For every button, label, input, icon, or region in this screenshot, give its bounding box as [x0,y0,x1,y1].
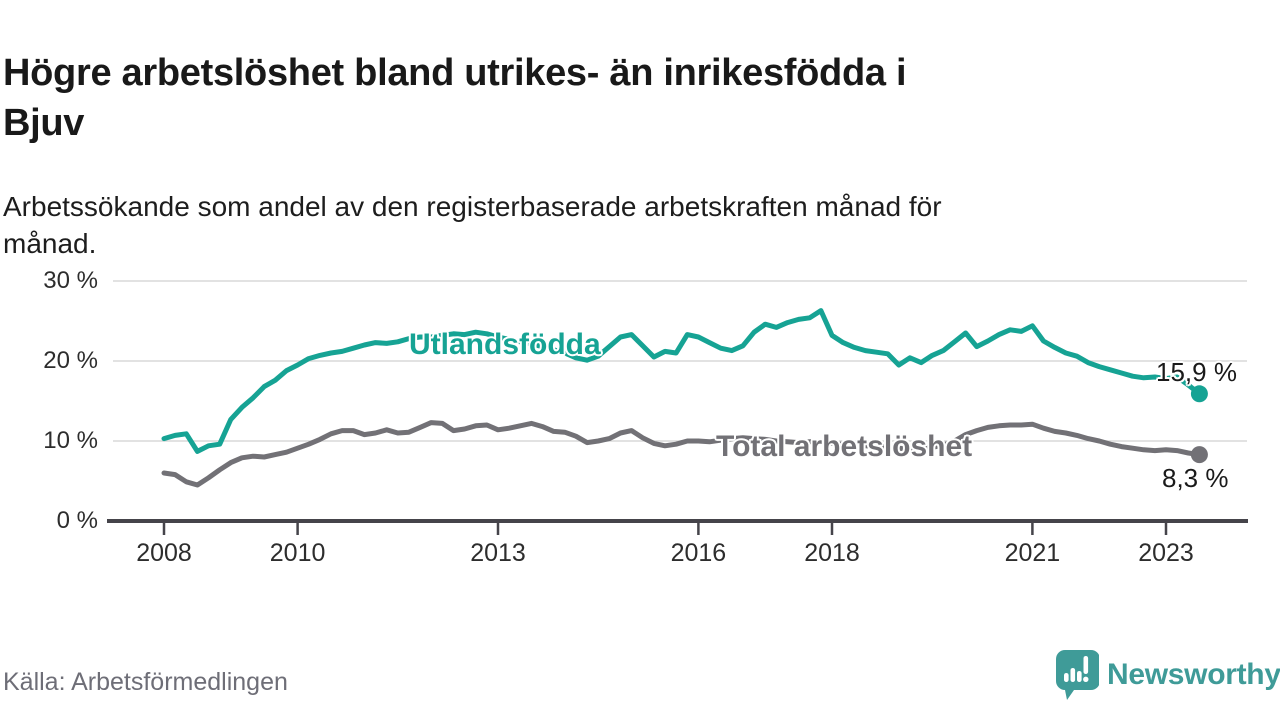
x-tick-label: 2023 [1138,539,1194,567]
subtitle-line-1: Arbetssökande som andel av den registerb… [3,191,942,222]
title-line-1: Högre arbetslöshet bland utrikes- än inr… [3,52,907,95]
y-tick-label: 0 % [56,507,98,534]
x-tick-label: 2008 [136,539,192,567]
source-note: Källa: Arbetsförmedlingen [3,668,288,696]
x-tick-label: 2013 [470,539,526,567]
x-tick-label: 2016 [670,539,727,567]
series-label-total: Total arbetslöshet [716,430,973,463]
newsworthy-wordmark: Newsworthy [1107,658,1280,691]
x-tick-label: 2010 [269,539,326,567]
page-title: Högre arbetslöshet bland utrikes- än inr… [3,48,1243,148]
series-line-total-arbetsl-shet [161,420,1202,488]
series-end-dot-utlandsf-dda [1190,385,1208,403]
x-tick-label: 2021 [1004,539,1061,567]
bar-1 [1064,673,1069,682]
end-value-label-utlandsfodda: 15,9 % [1156,357,1237,387]
subtitle-line-2: månad. [3,228,97,259]
series-label-utlandsfodda: Utlandsfödda [409,328,601,361]
bar-2 [1070,668,1076,682]
exclamation-bar [1083,656,1089,674]
newsworthy-icon [1056,650,1099,700]
end-value-label-total: 8,3 % [1162,463,1229,493]
title-line-2: Bjuv [3,102,85,145]
y-tick-label: 10 % [43,427,98,454]
series-line-utlandsf-dda [161,308,1202,454]
exclamation-dot [1083,676,1089,682]
y-tick-label: 20 % [43,347,98,374]
newsworthy-logo: Newsworthy [1053,647,1280,703]
y-tick-label: 30 % [43,267,98,294]
chart-subtitle: Arbetssökande som andel av den registerb… [3,188,1203,262]
x-tick-label: 2018 [804,539,860,567]
bar-3 [1077,671,1082,682]
series-end-dot-total-arbetsl-shet [1190,446,1208,464]
